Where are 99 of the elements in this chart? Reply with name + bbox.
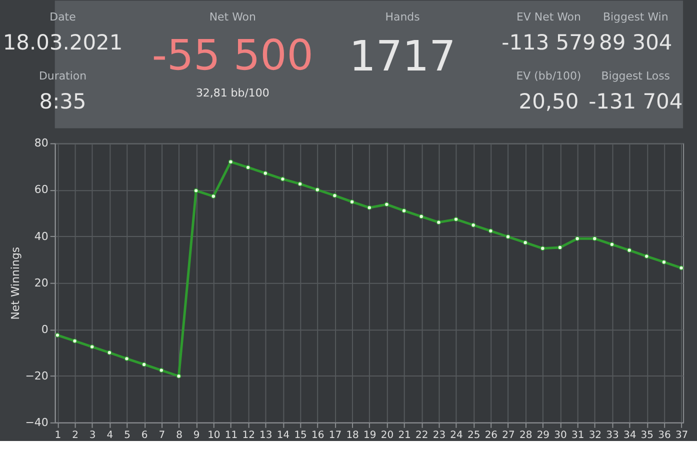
point: [506, 234, 510, 240]
y-tick-label: 20: [34, 276, 48, 290]
x-tick-label: 1: [54, 430, 62, 441]
x-tick-label: 27: [502, 430, 515, 441]
x-tick-label: 18: [346, 430, 359, 441]
x-tick-label: 34: [623, 430, 636, 441]
x-tick-label: 28: [519, 430, 532, 441]
point: [644, 254, 650, 259]
text: 32,81 bb/100: [196, 86, 270, 100]
x-tick-label: 32: [588, 430, 602, 441]
y-tick-label: 60: [34, 183, 48, 196]
point: [90, 344, 94, 350]
text: Hands: [385, 10, 420, 24]
point: [592, 236, 598, 242]
x-tick-label: 21: [398, 430, 411, 441]
x-tick-label: 20: [380, 430, 394, 441]
point: [280, 176, 286, 182]
text: -131 704: [588, 89, 683, 114]
x-tick-label: 5: [124, 430, 130, 441]
y-tick-label: 80: [34, 136, 48, 150]
text: Net Won: [209, 10, 256, 24]
x-tick-label: 8: [176, 430, 182, 441]
x-tick-label: 16: [312, 430, 324, 441]
point: [402, 208, 406, 214]
text: EV (bb/100): [516, 69, 582, 82]
text: Date: [50, 10, 76, 24]
point: [626, 248, 632, 253]
point: [55, 332, 60, 338]
x-tick-label: 13: [260, 430, 272, 441]
x-tick-label: 15: [294, 430, 307, 441]
y-axis-title: Net Winnings: [9, 246, 22, 320]
point: [159, 368, 164, 373]
y-tick-label: −40: [25, 416, 48, 429]
point: [384, 202, 390, 207]
x-tick-label: 10: [208, 430, 220, 441]
x-tick-label: 33: [606, 430, 619, 441]
x-tick-label: 22: [416, 430, 428, 441]
x-tick-label: 19: [364, 430, 376, 441]
point: [454, 216, 458, 222]
text: 8:35: [39, 89, 86, 114]
point: [522, 240, 528, 245]
point: [558, 245, 562, 250]
x-tick-label: 35: [640, 430, 654, 441]
text: Biggest Win: [602, 10, 668, 24]
x-tick-label: 14: [276, 430, 290, 441]
point: [211, 194, 216, 199]
point: [678, 266, 684, 270]
y-tick-label: −20: [25, 369, 48, 382]
point: [298, 182, 302, 186]
x-tick-label: 17: [328, 430, 342, 441]
point: [263, 170, 268, 176]
point: [366, 205, 372, 210]
text: Duration: [38, 69, 87, 82]
text: 18.03.2021: [2, 30, 123, 54]
x-tick-label: 11: [224, 430, 238, 441]
x-tick-label: 7: [158, 430, 166, 441]
point: [610, 242, 614, 247]
point: [142, 362, 146, 367]
point: [124, 356, 130, 362]
text: EV Net Won: [516, 10, 581, 24]
text: -55 500: [152, 30, 314, 80]
point: [176, 374, 182, 379]
x-tick-label: 23: [432, 430, 446, 441]
x-tick-label: 31: [571, 430, 584, 441]
point: [488, 228, 494, 234]
text: 1717: [349, 31, 456, 80]
point: [246, 165, 250, 170]
text: -113 579: [502, 30, 596, 54]
text: 20,50: [518, 89, 579, 114]
point: [332, 193, 338, 198]
x-tick-label: 26: [484, 430, 498, 441]
x-tick-label: 9: [193, 430, 200, 441]
text: 89 304: [599, 30, 672, 54]
x-tick-label: 29: [536, 430, 550, 441]
point: [72, 338, 78, 344]
point: [540, 246, 546, 251]
point: [574, 236, 580, 242]
point: [314, 187, 320, 192]
point: [107, 350, 112, 356]
x-tick-label: 4: [106, 430, 114, 441]
x-tick-label: 6: [141, 430, 148, 441]
point: [350, 199, 354, 204]
point: [228, 159, 234, 164]
y-tick-label: 40: [34, 230, 48, 243]
point: [662, 260, 666, 265]
text: Biggest Loss: [601, 69, 670, 82]
x-tick-label: 25: [468, 430, 480, 441]
x-tick-label: 36: [658, 430, 671, 441]
x-tick-label: 3: [89, 430, 96, 441]
x-tick-label: 2: [72, 430, 78, 441]
x-tick-label: 12: [242, 430, 255, 441]
point: [194, 188, 198, 194]
x-tick-label: 37: [675, 430, 688, 441]
x-tick-label: 24: [450, 430, 463, 441]
x-tick-label: 30: [554, 430, 567, 441]
point: [436, 220, 442, 225]
y-tick-label: 0: [41, 322, 48, 336]
point: [418, 214, 424, 219]
point: [470, 222, 476, 228]
